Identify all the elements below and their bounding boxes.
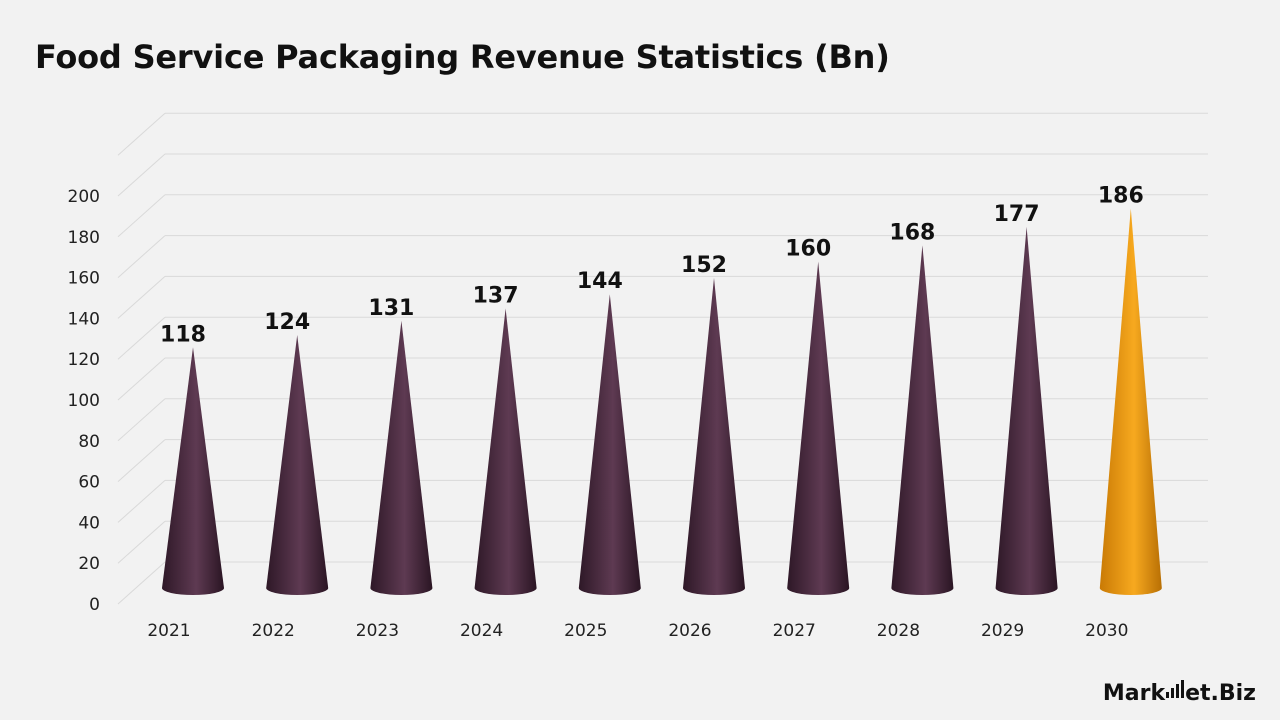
grid-depth-line [117, 194, 166, 238]
page-title: Food Service Packaging Revenue Statistic… [35, 38, 890, 76]
x-axis-ticks: 2021 2022 2023 2024 2025 2026 2027 2028 2029 2030 [147, 621, 1128, 641]
cone-bar-2025 [578, 294, 641, 595]
data-label-2029: 177 [994, 202, 1040, 227]
y-tick-label: 40 [78, 513, 100, 533]
grid-depth-line [117, 357, 166, 401]
cone-bar-2023 [370, 320, 433, 595]
grid-depth-line [117, 316, 166, 360]
y-axis-ticks: 0 20 40 60 80 100 120 140 160 180 200 [68, 187, 100, 615]
data-label-2025: 144 [577, 269, 623, 294]
y-tick-label: 80 [78, 432, 100, 452]
cone-bar-2021 [162, 347, 224, 595]
y-tick-label: 180 [68, 228, 100, 248]
cone-bar-2022 [266, 335, 329, 595]
cone-bar-2028 [891, 245, 954, 595]
cone-bar-2030 [1099, 208, 1162, 595]
y-tick-label: 20 [78, 554, 100, 574]
y-tick-label: 60 [78, 473, 100, 493]
grid-depth-line [117, 276, 166, 319]
grid-depth-line [117, 112, 166, 156]
grid-depth-line [117, 480, 166, 523]
y-tick-label: 160 [68, 269, 100, 289]
x-tick-label: 2028 [877, 621, 920, 641]
cone-bar-2027 [787, 261, 850, 595]
grid-depth-line [117, 561, 166, 605]
data-label-2023: 131 [368, 296, 414, 321]
grid-depth-line [117, 520, 166, 564]
y-tick-label: 120 [68, 350, 100, 370]
data-label-2021: 118 [160, 322, 206, 347]
data-label-2026: 152 [681, 253, 727, 278]
brand-logo: Mark et.Biz [1103, 680, 1256, 706]
data-label-2022: 124 [264, 310, 310, 335]
y-tick-label: 140 [68, 309, 100, 329]
x-tick-label: 2027 [773, 621, 816, 641]
brand-text-right: et.Biz [1185, 681, 1256, 706]
data-label-2028: 168 [889, 220, 935, 245]
data-label-2030: 186 [1098, 184, 1144, 209]
x-tick-label: 2029 [981, 621, 1024, 641]
data-label-2024: 137 [473, 284, 519, 309]
cone-bar-2029 [995, 226, 1058, 596]
x-tick-label: 2021 [147, 621, 190, 641]
grid-depth-line [117, 398, 166, 442]
x-tick-label: 2024 [460, 621, 503, 641]
grid-depth-line [117, 153, 166, 197]
grid-depth-line [117, 235, 166, 278]
x-tick-label: 2025 [564, 621, 607, 641]
brand-text-left: Mark [1102, 681, 1166, 706]
brand-bars-icon [1166, 680, 1185, 698]
data-label-2027: 160 [785, 237, 831, 262]
y-tick-label: 0 [89, 595, 100, 615]
grid-depth-line [117, 439, 166, 482]
x-tick-label: 2026 [668, 621, 711, 641]
x-tick-label: 2030 [1085, 621, 1128, 641]
cone-bar-2026 [683, 277, 745, 595]
data-labels: 118 124 131 137 144 152 160 168 177 186 [160, 184, 1144, 348]
x-tick-label: 2023 [356, 621, 399, 641]
cone-bars [162, 208, 1162, 596]
y-tick-label: 100 [68, 391, 100, 411]
x-tick-label: 2022 [252, 621, 295, 641]
cone-bar-2024 [474, 308, 537, 595]
y-tick-label: 200 [68, 187, 100, 207]
